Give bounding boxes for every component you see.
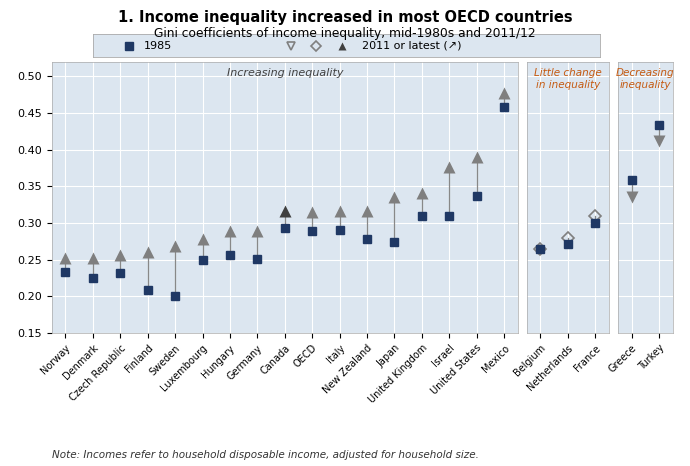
Text: Gini coefficients of income inequality, mid-1980s and 2011/12: Gini coefficients of income inequality, …	[154, 27, 536, 40]
Text: Note: Incomes refer to household disposable income, adjusted for household size.: Note: Incomes refer to household disposa…	[52, 451, 479, 460]
Text: 1985: 1985	[144, 41, 172, 51]
Text: Little change
in inequality: Little change in inequality	[534, 69, 602, 90]
Text: 1. Income inequality increased in most OECD countries: 1. Income inequality increased in most O…	[118, 10, 572, 25]
Text: Decreasing
inequality: Decreasing inequality	[616, 69, 675, 90]
Text: Increasing inequality: Increasing inequality	[226, 69, 343, 78]
Text: 2011 or latest (↗): 2011 or latest (↗)	[362, 41, 462, 51]
